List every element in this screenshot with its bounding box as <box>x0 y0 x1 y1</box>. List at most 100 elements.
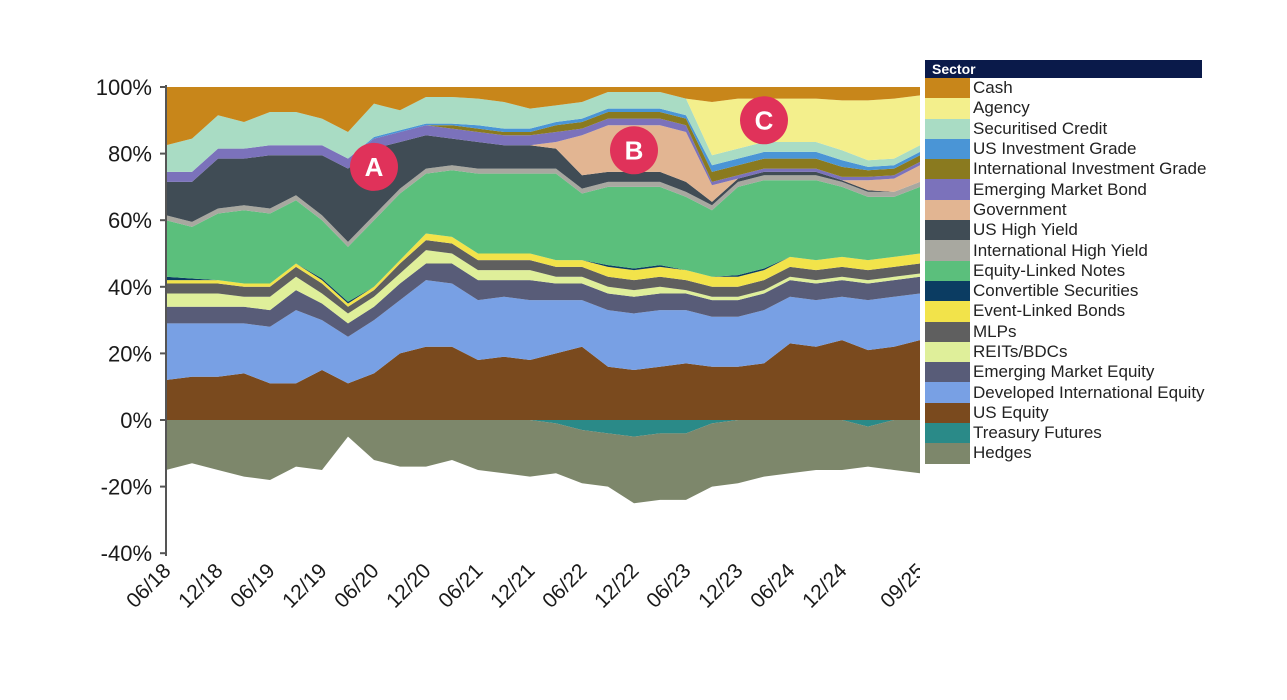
x-tick-label: 09/25 <box>876 559 920 612</box>
legend-label: Event-Linked Bonds <box>973 301 1126 321</box>
legend-swatch <box>925 341 970 363</box>
legend-label: International High Yield <box>973 240 1148 260</box>
y-tick-label: -40% <box>101 541 152 566</box>
y-axis-ticks: 100% 80% 60% 40% 20% 0% -20% -40% <box>96 75 166 566</box>
legend-swatch <box>925 220 970 241</box>
legend-label: Convertible Securities <box>973 281 1139 301</box>
legend-swatch <box>925 159 970 180</box>
y-tick-label: 60% <box>108 208 152 233</box>
x-axis-ticks: 06/1812/1806/1912/1906/2012/2006/2112/21… <box>122 559 920 613</box>
marker-b: B <box>610 126 658 175</box>
marker-label: C <box>755 105 774 135</box>
legend-item-equity-linked-notes: Equity-Linked Notes <box>925 260 1215 281</box>
legend-item-mlps: MLPs <box>925 321 1215 342</box>
legend-item-treasury-futures: Treasury Futures <box>925 423 1215 444</box>
legend-title: Sector <box>925 60 1202 78</box>
x-tick-label: 12/19 <box>278 559 331 612</box>
y-tick-label: 100% <box>96 75 152 100</box>
legend-swatch <box>925 199 970 221</box>
area-emerging-market-bond <box>166 118 920 186</box>
legend-item-government: Government <box>925 199 1215 221</box>
legend-swatch <box>925 138 970 160</box>
legend-label: REITs/BDCs <box>973 342 1068 361</box>
legend-label: Government <box>973 199 1067 219</box>
marker-a: A <box>350 142 398 191</box>
legend: Sector Cash Agency Securitised Credit US In… <box>925 60 1215 464</box>
area-government <box>166 125 920 202</box>
marker-circle <box>740 96 788 145</box>
legend-swatch <box>925 118 970 139</box>
legend-item-developed-international-equity: Developed International Equity <box>925 382 1215 403</box>
y-tick-label: 40% <box>108 275 152 300</box>
area-emerging-market-equity <box>166 263 920 337</box>
legend-swatch <box>925 443 970 464</box>
x-tick-label: 12/23 <box>694 559 747 612</box>
legend-item-emerging-market-equity: Emerging Market Equity <box>925 362 1215 383</box>
area-us-equity <box>166 340 920 420</box>
y-tick-label: 20% <box>108 341 152 366</box>
legend-label: Cash <box>973 78 1013 98</box>
y-tick-label: -20% <box>101 475 152 500</box>
area-hedges <box>166 420 920 504</box>
marker-circle <box>350 142 398 191</box>
stacked-area-chart: 100%80%60%40%20%0%-20%-40% 06/1812/1806/… <box>96 75 920 613</box>
legend-item-event-linked-bonds: Event-Linked Bonds <box>925 301 1215 322</box>
x-tick-label: 06/24 <box>746 559 800 613</box>
area-event-linked-bonds <box>166 233 920 307</box>
x-tick-label: 06/19 <box>226 559 279 612</box>
legend-swatch <box>925 382 970 403</box>
marker-circle <box>610 126 658 175</box>
legend-label: Treasury Futures <box>973 423 1102 443</box>
area-developed-international-equity <box>166 280 920 384</box>
legend-label: Hedges <box>973 443 1032 463</box>
area-equity-linked-notes <box>166 170 920 302</box>
legend-swatch <box>925 240 970 261</box>
legend-item-hedges: Hedges <box>925 443 1215 464</box>
x-tick-label: 06/18 <box>122 559 175 612</box>
legend-label: Emerging Market Equity <box>973 362 1155 382</box>
legend-item-international-investment-grade: International Investment Grade <box>925 159 1215 180</box>
x-tick-label: 12/24 <box>798 559 852 613</box>
x-tick-label: 06/20 <box>330 559 383 612</box>
legend-swatch <box>925 280 970 302</box>
y-tick-label: 0% <box>120 408 152 433</box>
marker-label: A <box>365 152 384 182</box>
legend-label: Developed International Equity <box>973 382 1205 402</box>
legend-item-us-high-yield: US High Yield <box>925 220 1215 241</box>
legend-label: Emerging Market Bond <box>973 179 1147 199</box>
x-tick-label: 12/18 <box>174 559 227 612</box>
legend-item-convertible-securities: Convertible Securities <box>925 280 1215 302</box>
legend-item-securitised-credit: Securitised Credit <box>925 118 1215 139</box>
legend-label: Securitised Credit <box>973 118 1108 138</box>
legend-item-us-equity: US Equity <box>925 402 1215 424</box>
legend-item-cash: Cash <box>925 78 1215 99</box>
legend-swatch <box>925 78 970 99</box>
legend-label: MLPs <box>973 321 1017 341</box>
legend-item-agency: Agency <box>925 98 1215 119</box>
area-us-high-yield <box>166 135 920 242</box>
legend-swatch <box>925 179 970 200</box>
x-tick-label: 12/21 <box>486 559 539 612</box>
legend-swatch <box>925 362 970 383</box>
marker-label: B <box>625 135 644 165</box>
legend-item-international-high-yield: International High Yield <box>925 240 1215 261</box>
legend-swatch <box>925 402 970 424</box>
y-tick-label: 80% <box>108 142 152 167</box>
annotation-markers: A B C <box>350 96 788 191</box>
legend-label: Agency <box>973 98 1030 118</box>
legend-item-emerging-market-bond: Emerging Market Bond <box>925 179 1215 200</box>
legend-label: International Investment Grade <box>973 159 1207 179</box>
legend-swatch <box>925 98 970 119</box>
area-cash <box>166 87 920 146</box>
x-tick-label: 06/22 <box>538 559 591 612</box>
x-tick-label: 12/22 <box>590 559 643 612</box>
legend-label: US Equity <box>973 402 1049 422</box>
area-securitised-credit <box>166 91 920 172</box>
legend-label: US High Yield <box>973 220 1078 240</box>
legend-swatch <box>925 260 970 281</box>
legend-label: Equity-Linked Notes <box>973 260 1126 280</box>
area-agency <box>166 91 920 161</box>
area-international-investment-grade <box>166 111 920 182</box>
legend-swatch <box>925 423 970 444</box>
x-tick-label: 12/20 <box>382 559 435 612</box>
